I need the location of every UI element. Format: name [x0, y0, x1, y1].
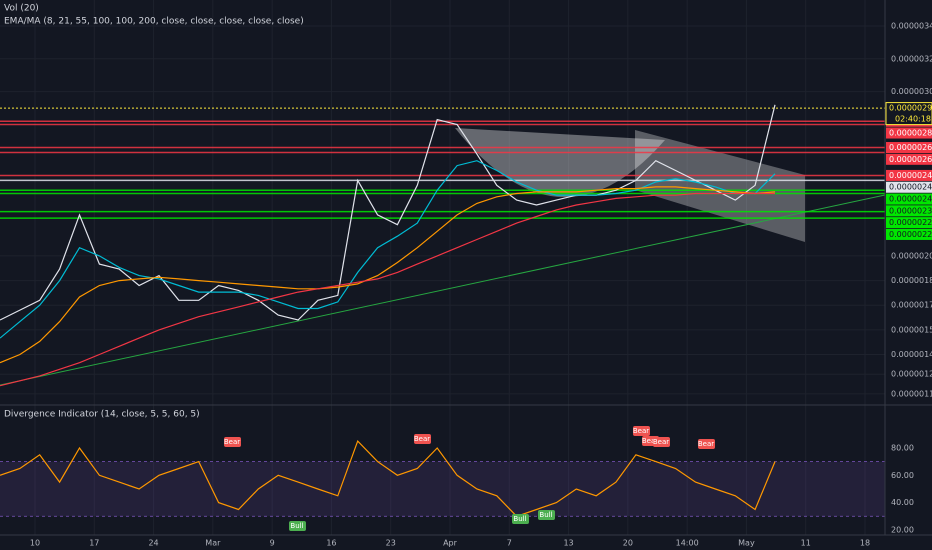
x-tick-label: 14:00 — [676, 539, 699, 548]
level-label-box — [886, 217, 932, 229]
annotation-box — [289, 521, 306, 531]
annotation-label: Bull — [513, 515, 526, 523]
annotation-label: Bear — [698, 440, 714, 448]
level-label-box — [886, 169, 932, 181]
x-tick-label: 11 — [801, 539, 811, 548]
x-tick-label: 24 — [148, 539, 158, 548]
annotation-label: Bear — [224, 438, 240, 446]
level-label-box — [886, 205, 932, 217]
level-label: 0.00000223 — [889, 230, 932, 239]
level-label: 0.00000227 — [889, 218, 932, 227]
channel-drawing — [635, 130, 805, 242]
annotation-box — [653, 437, 670, 447]
y-tick-label: 60.00 — [891, 471, 914, 480]
annotation-label: Bear — [642, 437, 658, 445]
annotation-box — [512, 514, 529, 524]
y-tick-label: 0.00000116 — [891, 389, 932, 398]
y-tick-label: 0.00000128 — [891, 370, 932, 379]
ema-legend: EMA/MA (8, 21, 55, 100, 100, 200, close,… — [4, 17, 304, 27]
level-label: 0.00000238 — [889, 206, 932, 215]
volume-legend: Vol (20) — [4, 4, 39, 14]
x-tick-label: 16 — [326, 539, 336, 548]
level-label: 0.00000263 — [889, 155, 932, 164]
annotation-label: Bull — [539, 511, 552, 519]
y-tick-label: 20.00 — [891, 525, 914, 534]
current-price-box — [885, 102, 932, 126]
x-tick-label: Apr — [443, 539, 458, 548]
y-tick-label: 0.00000155 — [891, 325, 932, 334]
annotation-box — [538, 510, 555, 520]
annotation-box — [224, 437, 241, 447]
grid — [0, 0, 885, 535]
x-tick-label: 18 — [860, 539, 870, 548]
x-tick-label: 10 — [30, 539, 40, 548]
level-label-box — [886, 181, 932, 193]
series-line — [0, 160, 776, 339]
level-label: 0.00000246 — [889, 183, 932, 192]
y-tick-label: 80.00 — [891, 443, 914, 452]
annotation-box — [414, 434, 431, 444]
x-tick-label: Mar — [205, 539, 221, 548]
x-tick-label: 17 — [89, 539, 99, 548]
x-tick-label: May — [738, 539, 755, 548]
x-tick-label: 9 — [270, 539, 275, 548]
annotation-label: Bear — [653, 438, 669, 446]
series-line — [0, 439, 776, 517]
level-label-box — [886, 228, 932, 240]
annotation-box — [698, 439, 715, 449]
plot — [0, 104, 885, 517]
countdown: 02:40:18 — [895, 115, 931, 124]
rsi-band — [0, 461, 885, 517]
level-label-box — [886, 127, 932, 139]
divergence-legend: Divergence Indicator (14, close, 5, 5, 6… — [4, 410, 200, 420]
annotation-label: Bull — [290, 522, 303, 530]
x-tick-label: 23 — [386, 539, 396, 548]
level-label: 0.00000249 — [889, 171, 932, 180]
level-label-box — [886, 153, 932, 165]
x-tick-label: 20 — [623, 539, 633, 548]
series-line — [0, 186, 776, 364]
x-tick-label: 13 — [563, 539, 573, 548]
y-tick-label: 40.00 — [891, 498, 914, 507]
level-label-box — [886, 142, 932, 154]
series-line — [0, 192, 775, 387]
annotation-label: Bear — [633, 427, 649, 435]
level-label: 0.00000266 — [889, 143, 932, 152]
annotation-label: Bear — [414, 435, 430, 443]
y-tick-label: 0.00000185 — [891, 276, 932, 285]
annotation-box — [633, 426, 650, 436]
series-line — [0, 104, 776, 321]
x-tick-label: 7 — [507, 539, 512, 548]
trend-line — [0, 194, 886, 386]
level-label-box — [886, 193, 932, 205]
